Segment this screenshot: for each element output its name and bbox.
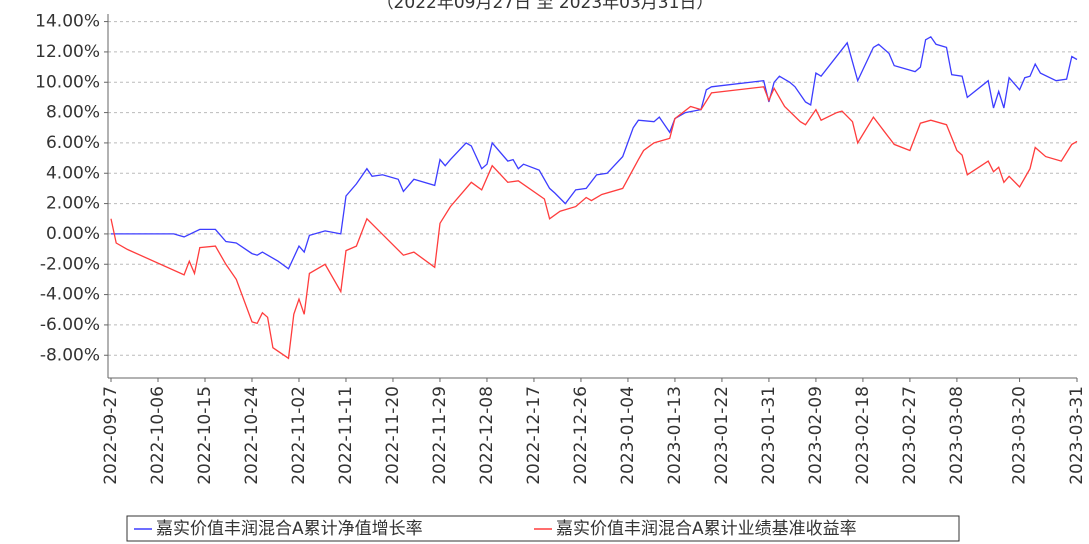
x-tick-label: 2023-03-31 bbox=[1067, 386, 1087, 485]
y-tick-label: 14.00% bbox=[35, 12, 100, 32]
x-tick-label: 2022-10-24 bbox=[242, 386, 262, 485]
legend-label: 嘉实价值丰润混合A累计净值增长率 bbox=[156, 519, 423, 539]
x-tick-label: 2023-02-18 bbox=[853, 386, 873, 485]
chart-subtitle: （2022年09月27日 至 2023年03月31日） bbox=[377, 0, 714, 13]
x-tick-label: 2023-03-20 bbox=[1010, 386, 1030, 485]
x-tick-label: 2023-01-13 bbox=[665, 386, 685, 485]
x-tick-label: 2022-12-08 bbox=[477, 386, 497, 485]
series-line bbox=[111, 35, 1078, 270]
y-tick-label: 10.00% bbox=[35, 72, 100, 92]
y-tick-label: 12.00% bbox=[35, 42, 100, 62]
series-line bbox=[110, 86, 1078, 360]
y-tick-label: 0.00% bbox=[46, 224, 100, 244]
x-tick-label: 2023-01-04 bbox=[618, 386, 638, 485]
x-tick-label: 2023-03-08 bbox=[947, 386, 967, 485]
legend-label: 嘉实价值丰润混合A累计业绩基准收益率 bbox=[556, 519, 857, 539]
x-tick-label: 2023-02-27 bbox=[900, 386, 920, 485]
x-tick-label: 2022-12-17 bbox=[524, 386, 544, 485]
y-tick-label: 4.00% bbox=[46, 163, 100, 183]
x-tick-label: 2023-01-31 bbox=[759, 386, 779, 485]
x-tick-label: 2022-11-20 bbox=[383, 386, 403, 485]
x-tick-label: 2022-09-27 bbox=[101, 386, 121, 485]
y-tick-label: -2.00% bbox=[40, 254, 100, 274]
y-tick-label: -4.00% bbox=[40, 285, 100, 305]
y-tick-label: 8.00% bbox=[46, 103, 100, 123]
x-tick-label: 2022-11-02 bbox=[289, 386, 309, 485]
x-tick-label: 2022-11-11 bbox=[336, 386, 356, 485]
y-tick-label: 2.00% bbox=[46, 194, 100, 214]
x-tick-label: 2022-11-29 bbox=[430, 386, 450, 485]
y-tick-label: -6.00% bbox=[40, 315, 100, 335]
x-tick-label: 2023-01-22 bbox=[712, 386, 732, 485]
y-tick-label: 6.00% bbox=[46, 133, 100, 153]
x-tick-label: 2023-02-09 bbox=[806, 386, 826, 485]
y-tick-label: -8.00% bbox=[40, 345, 100, 365]
x-tick-label: 2022-10-06 bbox=[148, 386, 168, 485]
x-tick-label: 2022-10-15 bbox=[195, 386, 215, 485]
x-tick-label: 2022-12-26 bbox=[571, 386, 591, 485]
